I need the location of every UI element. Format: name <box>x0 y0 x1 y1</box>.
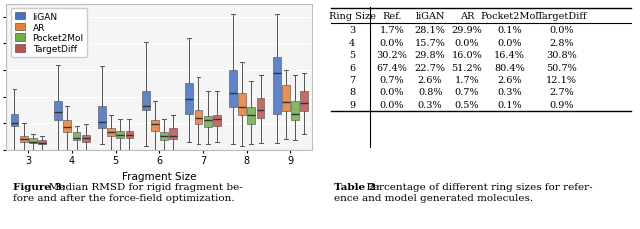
PathPatch shape <box>82 135 90 142</box>
X-axis label: Fragment Size: Fragment Size <box>122 171 196 181</box>
PathPatch shape <box>98 106 106 129</box>
Text: 30.8%: 30.8% <box>547 51 577 60</box>
Text: 16.0%: 16.0% <box>451 51 482 60</box>
PathPatch shape <box>248 108 255 125</box>
Text: 7: 7 <box>349 76 355 85</box>
Text: 22.7%: 22.7% <box>415 63 445 72</box>
Text: 0.0%: 0.0% <box>550 26 574 35</box>
PathPatch shape <box>38 141 46 145</box>
Text: 2.8%: 2.8% <box>549 39 574 48</box>
Text: 2.6%: 2.6% <box>418 76 442 85</box>
Text: 51.2%: 51.2% <box>451 63 483 72</box>
Text: 5: 5 <box>349 51 355 60</box>
PathPatch shape <box>300 92 308 112</box>
PathPatch shape <box>160 133 168 141</box>
PathPatch shape <box>151 121 159 131</box>
Text: 1.7%: 1.7% <box>454 76 479 85</box>
PathPatch shape <box>213 116 221 126</box>
Text: 80.4%: 80.4% <box>494 63 525 72</box>
Text: 0.0%: 0.0% <box>380 88 404 97</box>
Text: 4: 4 <box>349 39 355 48</box>
PathPatch shape <box>20 137 28 142</box>
Text: 3: 3 <box>349 26 355 35</box>
PathPatch shape <box>257 98 264 118</box>
Text: 0.5%: 0.5% <box>454 101 479 109</box>
PathPatch shape <box>204 117 212 128</box>
PathPatch shape <box>54 101 62 121</box>
Text: 0.1%: 0.1% <box>497 26 522 35</box>
PathPatch shape <box>238 93 246 116</box>
Text: Ref.: Ref. <box>382 12 402 21</box>
Text: 12.1%: 12.1% <box>546 76 577 85</box>
Text: 0.0%: 0.0% <box>497 39 522 48</box>
PathPatch shape <box>107 129 115 137</box>
PathPatch shape <box>125 131 133 138</box>
Text: 15.7%: 15.7% <box>415 39 445 48</box>
Text: TargetDiff: TargetDiff <box>536 12 587 21</box>
Text: 29.9%: 29.9% <box>451 26 482 35</box>
PathPatch shape <box>169 129 177 139</box>
PathPatch shape <box>273 57 281 114</box>
Text: liGAN: liGAN <box>415 12 445 21</box>
Text: 29.8%: 29.8% <box>415 51 445 60</box>
Text: 9: 9 <box>349 101 355 109</box>
PathPatch shape <box>116 131 124 138</box>
Text: AR: AR <box>460 12 474 21</box>
PathPatch shape <box>72 133 81 141</box>
Text: 0.1%: 0.1% <box>497 101 522 109</box>
Text: Percentage of different ring sizes for refer-
ence and model generated molecules: Percentage of different ring sizes for r… <box>334 183 593 202</box>
Text: 67.4%: 67.4% <box>376 63 407 72</box>
PathPatch shape <box>29 138 36 143</box>
Text: 0.0%: 0.0% <box>380 39 404 48</box>
Legend: liGAN, AR, Pocket2Mol, TargetDiff: liGAN, AR, Pocket2Mol, TargetDiff <box>11 9 87 57</box>
Text: 2.6%: 2.6% <box>497 76 522 85</box>
PathPatch shape <box>291 101 299 121</box>
Text: 1.7%: 1.7% <box>380 26 404 35</box>
Text: 0.0%: 0.0% <box>380 101 404 109</box>
Text: 16.4%: 16.4% <box>494 51 525 60</box>
Text: 0.8%: 0.8% <box>418 88 442 97</box>
Text: 0.3%: 0.3% <box>418 101 442 109</box>
Text: 50.7%: 50.7% <box>547 63 577 72</box>
Text: Pocket2Mol: Pocket2Mol <box>481 12 539 21</box>
Text: Ring Size: Ring Size <box>329 12 376 21</box>
Text: 0.9%: 0.9% <box>550 101 574 109</box>
Text: 28.1%: 28.1% <box>415 26 445 35</box>
Text: 30.2%: 30.2% <box>376 51 407 60</box>
Text: 0.3%: 0.3% <box>497 88 522 97</box>
PathPatch shape <box>186 84 193 114</box>
Text: Table 2:: Table 2: <box>334 183 380 192</box>
Text: 0.7%: 0.7% <box>454 88 479 97</box>
PathPatch shape <box>195 110 202 125</box>
Text: 0.0%: 0.0% <box>454 39 479 48</box>
PathPatch shape <box>10 114 19 126</box>
PathPatch shape <box>141 92 150 110</box>
Text: Figure 3:: Figure 3: <box>13 183 65 192</box>
PathPatch shape <box>229 71 237 108</box>
Text: 0.7%: 0.7% <box>380 76 404 85</box>
PathPatch shape <box>282 85 290 112</box>
Text: 2.7%: 2.7% <box>549 88 574 97</box>
Text: 8: 8 <box>349 88 355 97</box>
PathPatch shape <box>63 121 71 133</box>
Text: 6: 6 <box>349 63 355 72</box>
Text: Median RMSD for rigid fragment be-
fore and after the force-field optimization.: Median RMSD for rigid fragment be- fore … <box>13 183 243 202</box>
